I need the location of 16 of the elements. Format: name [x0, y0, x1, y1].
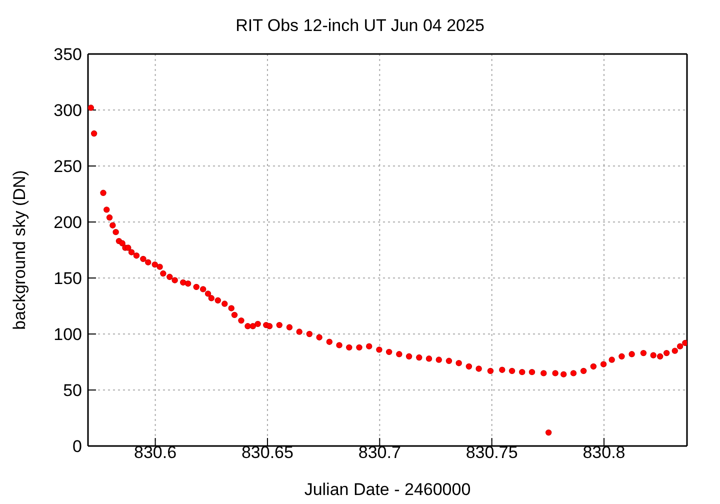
x-axis-title: Julian Date - 2460000	[303, 480, 472, 500]
x-tick-label: 830.65	[241, 443, 294, 462]
y-axis-title: background sky (DN)	[10, 170, 30, 330]
y-tick-label: 150	[54, 269, 82, 288]
y-tick-label: 50	[63, 381, 82, 400]
x-tick-label: 830.6	[134, 443, 177, 462]
y-tick-label: 0	[72, 437, 82, 456]
x-tick-label: 830.75	[466, 443, 518, 462]
y-tick-label: 350	[54, 45, 82, 64]
chart-title: RIT Obs 12-inch UT Jun 04 2025	[234, 16, 486, 36]
y-tick-label: 250	[54, 157, 82, 176]
x-tick-label: 830.8	[582, 443, 626, 462]
y-tick-label: 300	[54, 101, 82, 120]
y-tick-label: 200	[54, 213, 82, 232]
x-tick-label: 830.7	[358, 443, 401, 462]
y-tick-label: 100	[54, 325, 82, 344]
